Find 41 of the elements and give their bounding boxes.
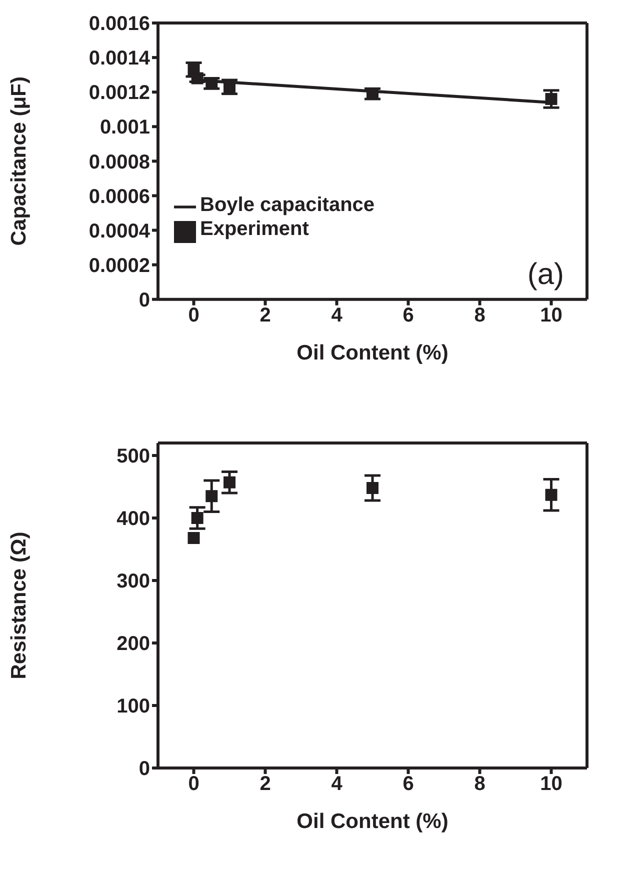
y-tick-label: 0 (138, 758, 150, 780)
x-tick-label: 4 (331, 773, 344, 796)
legend-label: Experiment (200, 218, 309, 240)
x-tick-label: 8 (474, 773, 486, 796)
y-tick-label: 400 (116, 508, 150, 530)
x-axis-title: Oil Content (%) (296, 810, 448, 833)
point (191, 512, 204, 524)
y-tick-label: 0.0014 (88, 48, 151, 70)
point (545, 488, 558, 501)
y-tick-label: 0 (138, 289, 150, 312)
annotation: (a) (527, 258, 564, 292)
x-tick-label: 2 (260, 773, 271, 796)
x-tick-label: 4 (331, 304, 344, 327)
x-tick-label: 6 (402, 304, 414, 327)
y-axis-title: Capacitance (μF) (7, 76, 30, 246)
y-tick-label: 200 (116, 633, 150, 656)
y-tick-label: 0.0004 (88, 220, 151, 242)
y-tick-label: 0.0008 (88, 151, 150, 174)
point (206, 490, 218, 502)
x-axis-title: Oil Content (%) (296, 341, 448, 364)
y-axis-title: Resistance (Ω) (7, 532, 30, 680)
x-tick-label: 6 (402, 773, 414, 796)
y-tick-label: 0.0006 (88, 186, 150, 208)
y-tick-label: 0.001 (100, 116, 150, 139)
x-tick-label: 0 (188, 304, 200, 327)
x-tick-label: 2 (260, 304, 271, 327)
y-tick-label: 500 (116, 446, 150, 468)
x-tick-label: 10 (540, 773, 562, 796)
legend-label: Boyle capacitance (200, 194, 375, 216)
x-tick-label: 0 (188, 773, 200, 796)
y-tick-label: 300 (116, 570, 150, 593)
point (366, 482, 378, 494)
x-tick-label: 10 (540, 304, 562, 327)
point (188, 532, 200, 544)
y-tick-label: 0.0012 (88, 82, 150, 104)
y-tick-label: 100 (116, 696, 150, 718)
y-tick-label: 0.0002 (88, 254, 150, 277)
point (545, 92, 558, 105)
x-tick-label: 8 (474, 304, 486, 327)
point (224, 476, 236, 488)
y-tick-label: 0.0016 (88, 13, 150, 36)
